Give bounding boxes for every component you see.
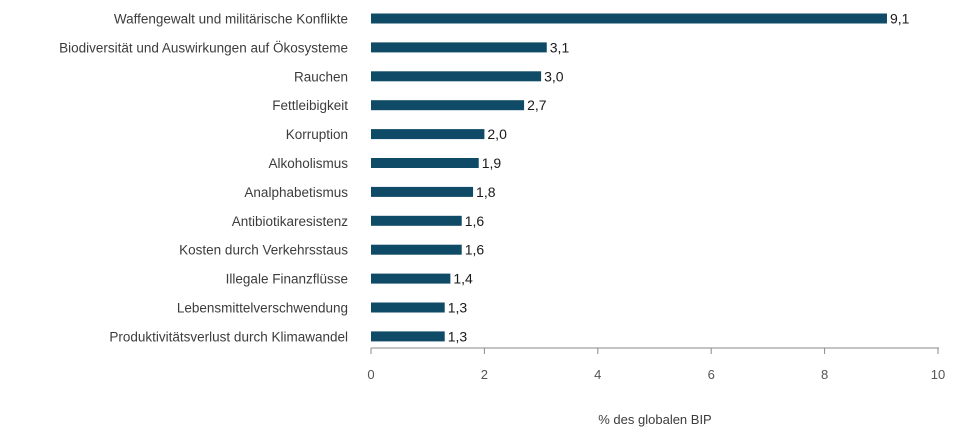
value-label: 1,9 <box>482 155 502 171</box>
bar <box>371 186 474 197</box>
category-label: Analphabetismus <box>244 185 348 200</box>
category-label: Antibiotikaresistenz <box>232 214 349 229</box>
bar <box>371 273 451 284</box>
x-tick-label: 0 <box>367 367 374 382</box>
bar <box>371 158 479 168</box>
bar <box>371 215 462 226</box>
bar <box>371 244 462 255</box>
category-label: Waffengewalt und militärische Konflikte <box>114 12 348 27</box>
x-tick-label: 6 <box>708 367 715 382</box>
bar <box>371 100 525 111</box>
bar <box>371 331 445 342</box>
value-label: 2,7 <box>527 97 547 113</box>
bar <box>371 13 887 24</box>
value-label: 1,6 <box>465 242 485 258</box>
value-label: 3,0 <box>544 68 564 84</box>
category-label: Alkoholismus <box>268 156 348 171</box>
value-label: 1,3 <box>448 300 468 316</box>
bars <box>371 13 887 342</box>
category-label: Fettleibigkeit <box>272 98 348 113</box>
x-tick-label: 4 <box>594 367 601 382</box>
x-tick-label: 2 <box>481 367 488 382</box>
x-axis: 0 2 4 6 8 10 <box>367 347 945 382</box>
value-label: 9,1 <box>890 11 910 27</box>
value-label: 1,6 <box>465 213 485 229</box>
category-label: Korruption <box>286 127 348 142</box>
value-labels: 9,1 3,1 3,0 2,7 2,0 1,9 1,8 1,6 1,6 1,4 1,3 1,3 <box>448 11 910 345</box>
category-label: Rauchen <box>294 69 348 84</box>
value-label: 1,3 <box>448 328 468 344</box>
value-label: 1,8 <box>476 184 496 200</box>
x-tick-label: 10 <box>931 367 945 382</box>
value-label: 1,4 <box>453 271 473 287</box>
bar <box>371 42 547 53</box>
category-label: Kosten durch Verkehrsstaus <box>179 243 348 258</box>
bar <box>371 129 485 140</box>
x-axis-title: % des globalen BIP <box>598 412 711 427</box>
category-label: Illegale Finanzflüsse <box>226 272 348 287</box>
x-tick-label: 8 <box>821 367 828 382</box>
category-label: Biodiversität und Auswirkungen auf Ökosy… <box>59 40 348 55</box>
value-label: 2,0 <box>487 126 507 142</box>
category-label: Lebensmittelverschwendung <box>177 301 348 316</box>
bar <box>371 302 445 313</box>
category-labels: Waffengewalt und militärische Konflikte B… <box>59 12 348 345</box>
bar <box>371 71 542 82</box>
category-label: Produktivitätsverlust durch Klimawandel <box>109 329 348 344</box>
value-label: 3,1 <box>550 39 570 55</box>
